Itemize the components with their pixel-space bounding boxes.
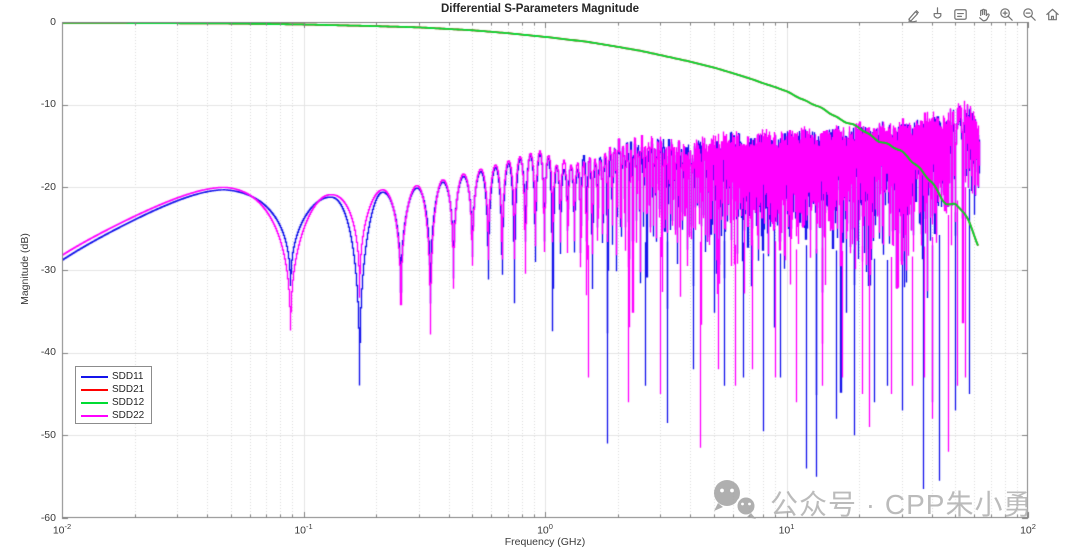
data-tips-button[interactable] bbox=[951, 5, 969, 23]
chart-title: Differential S-Parameters Magnitude bbox=[440, 3, 640, 15]
legend-line-sample bbox=[81, 401, 108, 404]
legend-label: SDD22 bbox=[112, 410, 145, 421]
x-axis-label: Frequency (GHz) bbox=[504, 536, 586, 548]
x-tick-label: 10-2 bbox=[52, 522, 72, 537]
legend-label: SDD21 bbox=[112, 384, 145, 395]
zoom-in-icon bbox=[999, 7, 1013, 21]
y-tick-label: -40 bbox=[40, 346, 56, 359]
restore-view-button[interactable] bbox=[1043, 5, 1061, 23]
legend-item: SDD21 bbox=[76, 383, 151, 396]
brush-data-icon bbox=[933, 6, 941, 19]
x-tick-label: 10-1 bbox=[294, 522, 313, 537]
pan-button[interactable] bbox=[974, 5, 992, 23]
watermark-text: 公众号 · CPP朱小勇 bbox=[770, 488, 1033, 520]
watermark: 公众号 · CPP朱小勇 bbox=[710, 478, 1032, 527]
wechat-icon bbox=[710, 478, 762, 527]
pan-icon bbox=[978, 8, 990, 21]
legend-line-sample bbox=[81, 388, 108, 391]
y-tick-label: -50 bbox=[40, 428, 56, 441]
data-tips-icon bbox=[953, 8, 967, 20]
y-tick-label: -10 bbox=[40, 98, 56, 111]
x-tick-label: 101 bbox=[778, 522, 795, 537]
edit-plot-button[interactable] bbox=[905, 5, 923, 23]
edit-plot-icon bbox=[907, 9, 919, 22]
axes-toolbar bbox=[905, 5, 1061, 23]
legend-item: SDD12 bbox=[76, 396, 151, 409]
legend-item: SDD11 bbox=[76, 370, 151, 383]
zoom-out-icon bbox=[1022, 7, 1036, 21]
x-tick-label: 102 bbox=[1020, 522, 1036, 537]
y-tick-label: -20 bbox=[40, 180, 56, 193]
y-tick-label: -60 bbox=[40, 511, 56, 524]
legend-line-sample bbox=[81, 414, 108, 417]
x-tick-label: 100 bbox=[537, 522, 553, 537]
restore-view-icon bbox=[1045, 8, 1059, 20]
legend-item: SDD22 bbox=[76, 409, 151, 422]
y-tick-label: -30 bbox=[40, 263, 56, 276]
legend-label: SDD12 bbox=[112, 397, 145, 408]
legend: SDD11 SDD21 SDD12 SDD22 bbox=[75, 366, 152, 424]
zoom-in-button[interactable] bbox=[997, 5, 1015, 23]
y-tick-label: 0 bbox=[50, 15, 56, 28]
legend-line-sample bbox=[81, 375, 108, 378]
legend-label: SDD11 bbox=[112, 371, 144, 382]
brush-data-button[interactable] bbox=[928, 5, 946, 23]
zoom-out-button[interactable] bbox=[1020, 5, 1038, 23]
